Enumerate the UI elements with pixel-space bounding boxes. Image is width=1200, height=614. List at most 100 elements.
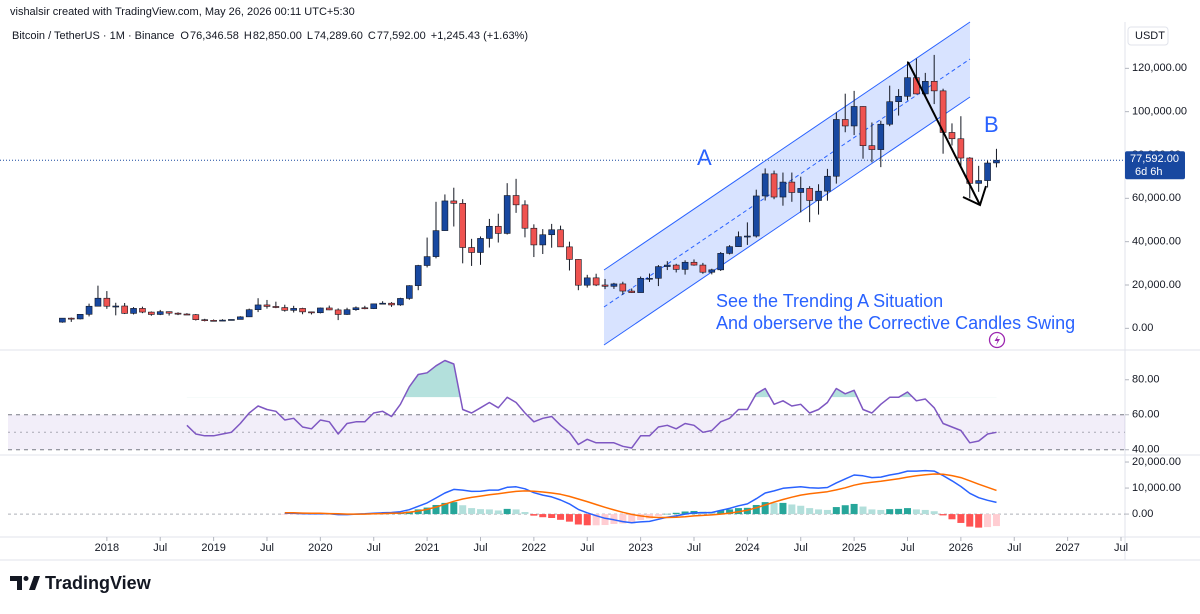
x-tick-label: Jul xyxy=(900,542,914,554)
histogram-bar xyxy=(886,509,894,515)
histogram-bar xyxy=(663,513,671,515)
candle-body xyxy=(317,307,324,314)
y-tick-label: 60.00 xyxy=(1132,409,1160,421)
histogram-bar xyxy=(806,508,814,515)
x-tick-label: 2027 xyxy=(1055,542,1079,554)
candle-body xyxy=(174,312,182,315)
candle-body xyxy=(904,77,911,97)
candle-body xyxy=(201,319,209,321)
histogram-bar xyxy=(619,514,627,524)
candle-body xyxy=(441,200,449,231)
candle-body xyxy=(735,236,742,247)
histogram-bar xyxy=(966,514,974,527)
candle-body xyxy=(85,305,93,315)
x-tick-label: Jul xyxy=(687,542,701,554)
y-tick-label: 80.00 xyxy=(1132,374,1160,386)
histogram-bar xyxy=(512,509,520,515)
histogram-bar xyxy=(957,514,965,523)
histogram-bar xyxy=(468,508,476,515)
histogram-bar xyxy=(815,509,823,515)
candle-body xyxy=(948,132,956,140)
candle-body xyxy=(957,138,965,159)
symbol-info: +1,245.43 (+1.63%) xyxy=(431,30,528,42)
candle-body xyxy=(833,119,840,177)
x-tick-label: 2023 xyxy=(628,542,652,554)
histogram-bar xyxy=(921,509,929,515)
candle-body xyxy=(664,264,671,267)
annotation-line: And oberserve the Corrective Candles Swi… xyxy=(716,313,1075,333)
histogram-bar xyxy=(290,514,298,515)
candle-body xyxy=(895,95,902,102)
candle-body xyxy=(468,247,475,253)
histogram-bar xyxy=(610,514,618,524)
candle-body xyxy=(824,175,831,192)
candle-body xyxy=(610,283,618,287)
wave-label-a: A xyxy=(697,145,712,170)
y-tick-label: 0.00 xyxy=(1132,508,1153,520)
candle-body xyxy=(583,277,591,286)
candle-body xyxy=(744,235,751,238)
currency: USDT xyxy=(1135,30,1165,42)
y-tick-label: 120,000.00 xyxy=(1132,62,1187,74)
histogram-bar xyxy=(841,505,849,515)
x-tick-label: Jul xyxy=(580,542,594,554)
candle-body xyxy=(548,229,555,236)
candle-body xyxy=(112,305,120,308)
candle-body xyxy=(59,317,66,323)
y-tick-label: 10,000.00 xyxy=(1132,482,1181,494)
x-tick-label: 2024 xyxy=(735,542,759,554)
candle-body xyxy=(210,320,217,322)
candle-body xyxy=(165,311,173,314)
histogram-bar xyxy=(823,509,831,515)
candle-body xyxy=(325,307,333,311)
x-tick-label: 2026 xyxy=(949,542,973,554)
last-price-label: 77,592.00 xyxy=(1130,153,1179,165)
histogram-bar xyxy=(494,510,502,515)
candle-body xyxy=(717,253,724,271)
countdown: 6d 6h xyxy=(1135,166,1163,178)
candle-body xyxy=(183,313,191,316)
histogram-bar xyxy=(992,514,1000,527)
histogram-bar xyxy=(832,507,840,515)
y-tick-label: 40.00 xyxy=(1132,444,1160,456)
candle-body xyxy=(308,311,315,314)
candle-body xyxy=(770,173,778,198)
candle-body xyxy=(681,261,689,270)
candle-body xyxy=(263,304,271,307)
y-tick-label: 0.00 xyxy=(1132,322,1153,334)
y-tick-label: 20,000.00 xyxy=(1132,456,1181,468)
candle-body xyxy=(806,188,813,201)
candle-body xyxy=(530,227,538,246)
candle-body xyxy=(76,314,84,320)
candle-body xyxy=(103,297,111,307)
x-tick-label: 2025 xyxy=(842,542,866,554)
candle-body xyxy=(521,204,529,229)
histogram-bar xyxy=(770,502,778,515)
candle-body xyxy=(379,302,386,305)
x-tick-label: Jul xyxy=(1114,542,1128,554)
brand-logo xyxy=(23,576,29,581)
histogram-bar xyxy=(539,514,547,518)
candle-body xyxy=(557,229,564,248)
x-tick-label: 2022 xyxy=(522,542,546,554)
histogram-bar xyxy=(521,512,529,515)
arrow-line xyxy=(907,61,981,206)
histogram-bar xyxy=(868,509,876,515)
symbol-info: H xyxy=(244,30,252,42)
symbol-info: 74,289.60 xyxy=(314,30,363,42)
candle-body xyxy=(156,311,164,315)
histogram-bar xyxy=(761,502,769,515)
candle-body xyxy=(690,261,698,266)
candle-body xyxy=(192,314,200,320)
histogram-bar xyxy=(654,514,662,516)
candle-body xyxy=(984,162,991,181)
candle-body xyxy=(67,317,75,320)
candle-body xyxy=(575,259,582,286)
histogram-bar xyxy=(948,514,956,520)
candle-body xyxy=(290,308,297,311)
histogram-bar xyxy=(717,510,725,515)
candle-body xyxy=(397,298,404,306)
histogram-bar xyxy=(672,512,680,515)
candle-body xyxy=(228,319,235,321)
x-tick-label: 2021 xyxy=(415,542,439,554)
